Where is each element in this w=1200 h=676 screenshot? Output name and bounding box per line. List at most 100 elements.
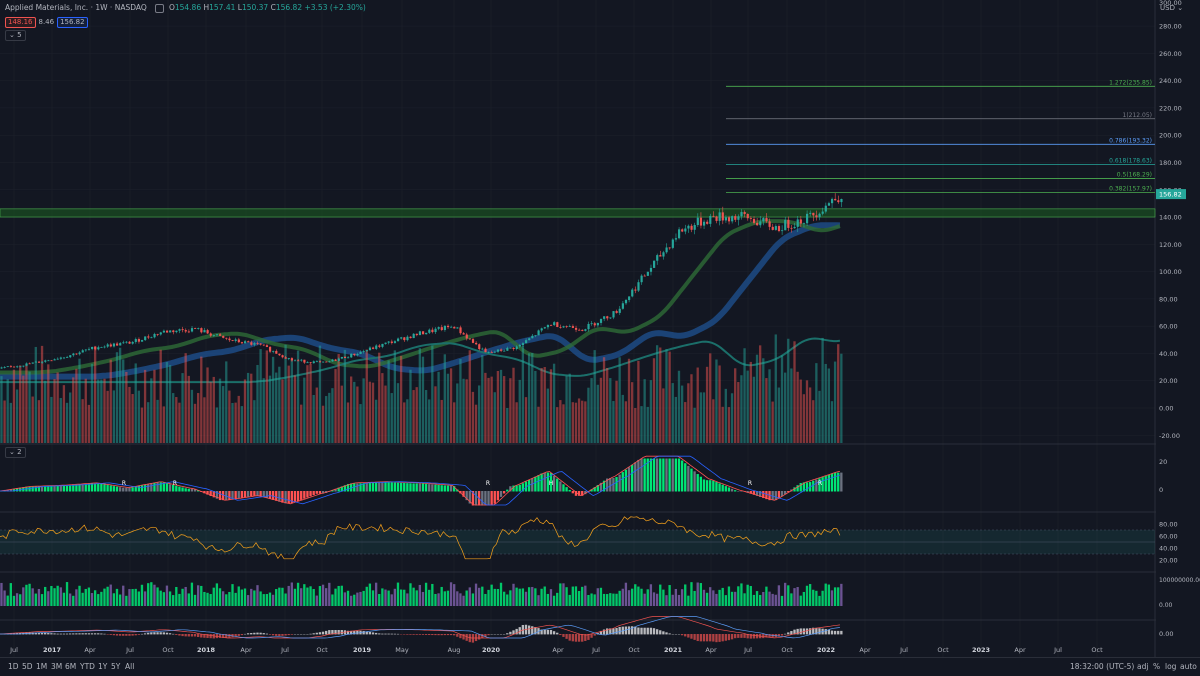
candle-body — [834, 199, 836, 200]
volume-bar — [306, 365, 308, 443]
osc-bar — [606, 628, 608, 634]
volume-bar — [250, 374, 252, 443]
percent-toggle[interactable]: % — [1153, 662, 1160, 671]
candle-body — [541, 328, 543, 330]
macd-bar — [60, 486, 62, 492]
price-axis[interactable]: 300.00280.00260.00240.00220.00200.00180.… — [1156, 0, 1200, 657]
candle-body — [413, 334, 415, 338]
candle-body — [762, 218, 764, 221]
log-toggle[interactable]: log — [1165, 662, 1176, 671]
macd-bar — [625, 470, 627, 492]
vol-osc-bar — [778, 585, 780, 606]
vol-osc-bar — [128, 589, 130, 606]
osc-bar — [556, 633, 558, 635]
volume-bar — [338, 354, 340, 443]
candle-body — [612, 311, 614, 317]
volume-bar — [300, 405, 302, 443]
vol-osc-bar — [690, 582, 692, 606]
vol-osc-bar — [78, 586, 80, 606]
symbol-name[interactable]: Applied Materials, Inc. — [5, 3, 88, 12]
vol-osc-bar — [259, 591, 261, 606]
osc-bar — [259, 633, 261, 635]
range-5d[interactable]: 5D — [22, 662, 33, 671]
range-5y[interactable]: 5Y — [111, 662, 120, 671]
volume-bar — [406, 399, 408, 443]
candle-body — [247, 341, 249, 342]
vol-osc-bar — [372, 590, 374, 606]
range-ytd[interactable]: YTD — [80, 662, 95, 671]
volume-bar — [647, 407, 649, 443]
macd-bar — [391, 482, 393, 491]
vol-osc-bar — [28, 584, 30, 606]
time-tick: Aug — [448, 646, 461, 654]
adj-toggle[interactable]: adj — [1137, 662, 1148, 671]
vol-osc-bar — [350, 596, 352, 606]
candle-body — [391, 342, 393, 343]
volume-bar — [750, 362, 752, 443]
volume-bar — [506, 408, 508, 443]
range-1d[interactable]: 1D — [8, 662, 19, 671]
volume-bar — [259, 349, 261, 443]
candle-body — [784, 220, 786, 230]
vol-osc-bar — [250, 589, 252, 606]
price-tick: 40.00 — [1159, 350, 1178, 358]
macd-bar — [44, 486, 46, 491]
candle-body — [775, 226, 777, 230]
fib-label: 0.382(157.97) — [1109, 186, 1152, 193]
volume-bar — [138, 391, 140, 443]
volume-bar — [253, 400, 255, 443]
auto-toggle[interactable]: auto — [1180, 662, 1197, 671]
osc-bar — [147, 633, 149, 635]
macd-bar — [169, 484, 171, 491]
vol-osc-bar — [362, 591, 364, 606]
osc-bar — [247, 633, 249, 634]
clock[interactable]: 18:32:00 (UTC-5) — [1070, 662, 1134, 671]
osc-bar — [253, 633, 255, 635]
time-tick: 2023 — [972, 646, 990, 654]
macd-bar — [409, 483, 411, 491]
candle-body — [769, 221, 771, 227]
currency-selector[interactable]: USD ⌄ — [1160, 4, 1183, 12]
osc-bar — [397, 634, 399, 635]
close-value: 156.82 — [276, 3, 302, 12]
interval[interactable]: 1W — [95, 3, 107, 12]
volume-bar — [609, 378, 611, 443]
vol-osc-bar — [565, 587, 567, 606]
range-6m[interactable]: 6M — [65, 662, 76, 671]
candle-body — [469, 338, 471, 339]
candle-body — [322, 362, 324, 363]
bid-badge[interactable]: 148.16 — [5, 17, 36, 28]
range-1m[interactable]: 1M — [36, 662, 47, 671]
volume-bar — [72, 377, 74, 443]
candle-body — [459, 327, 461, 333]
volume-bar — [422, 357, 424, 443]
osc-bar — [44, 633, 46, 635]
candle-body — [803, 223, 805, 224]
volume-bar — [578, 398, 580, 443]
macd-bar — [75, 485, 77, 492]
range-all[interactable]: All — [125, 662, 134, 671]
candle-body — [491, 352, 493, 353]
candle-body — [506, 348, 508, 351]
range-3m[interactable]: 3M — [51, 662, 62, 671]
osc-bar — [544, 630, 546, 635]
osc-bar — [131, 634, 133, 636]
candle-body — [822, 212, 824, 214]
fib-label: 1(212.05) — [1123, 112, 1153, 119]
vol-osc-bar — [216, 583, 218, 606]
vol-osc-bar — [634, 584, 636, 606]
vol-osc-bar — [47, 591, 49, 606]
rsi-tick: 80.00 — [1159, 521, 1178, 529]
visibility-dot[interactable] — [155, 4, 164, 13]
ask-badge[interactable]: 156.82 — [57, 17, 88, 28]
vol-osc-bar — [288, 586, 290, 606]
osc-bar — [394, 634, 396, 635]
current-price-label: 156.82 — [1159, 191, 1182, 199]
pane-indicators-toggle[interactable]: ⌄ 2 — [5, 447, 26, 458]
indicators-toggle[interactable]: ⌄ 5 — [5, 30, 26, 41]
osc-bar — [362, 631, 364, 634]
range-1y[interactable]: 1Y — [98, 662, 107, 671]
